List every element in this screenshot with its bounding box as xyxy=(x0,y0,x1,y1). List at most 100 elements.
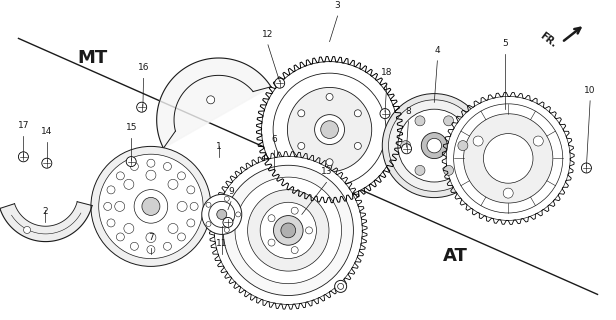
Polygon shape xyxy=(156,58,271,148)
Circle shape xyxy=(116,172,124,180)
Circle shape xyxy=(217,209,227,220)
Circle shape xyxy=(168,179,178,189)
Text: 7: 7 xyxy=(148,233,154,242)
Circle shape xyxy=(291,207,298,214)
Circle shape xyxy=(402,144,411,154)
Circle shape xyxy=(206,202,211,207)
Circle shape xyxy=(103,202,111,211)
Text: 17: 17 xyxy=(18,121,29,130)
Circle shape xyxy=(147,246,155,253)
Circle shape xyxy=(582,163,591,173)
Circle shape xyxy=(187,186,195,194)
Circle shape xyxy=(214,156,362,304)
Circle shape xyxy=(444,116,453,126)
Circle shape xyxy=(107,186,115,194)
Text: 5: 5 xyxy=(502,39,508,48)
Circle shape xyxy=(224,228,229,233)
Circle shape xyxy=(124,179,134,189)
Circle shape xyxy=(464,114,553,203)
Circle shape xyxy=(177,233,185,241)
Circle shape xyxy=(131,242,139,250)
Text: 3: 3 xyxy=(334,1,341,10)
Circle shape xyxy=(268,239,275,246)
Circle shape xyxy=(124,223,134,234)
Circle shape xyxy=(235,177,341,284)
Circle shape xyxy=(380,108,390,119)
Circle shape xyxy=(389,100,480,191)
Circle shape xyxy=(137,102,147,112)
Text: 2: 2 xyxy=(42,207,48,216)
Circle shape xyxy=(298,142,305,149)
Circle shape xyxy=(146,233,156,243)
Circle shape xyxy=(288,87,371,172)
Circle shape xyxy=(126,156,136,167)
Circle shape xyxy=(223,217,233,228)
Circle shape xyxy=(281,223,296,238)
Circle shape xyxy=(306,227,312,234)
Circle shape xyxy=(18,152,28,162)
Circle shape xyxy=(321,121,338,139)
Circle shape xyxy=(163,163,171,171)
Circle shape xyxy=(134,189,168,223)
Text: 12: 12 xyxy=(262,30,274,39)
Circle shape xyxy=(484,134,533,183)
Text: 11: 11 xyxy=(216,239,227,248)
Circle shape xyxy=(326,159,333,166)
Circle shape xyxy=(147,159,155,167)
Circle shape xyxy=(354,142,362,149)
Circle shape xyxy=(187,219,195,227)
Circle shape xyxy=(338,284,344,289)
Circle shape xyxy=(23,227,31,234)
Circle shape xyxy=(99,154,203,259)
Circle shape xyxy=(275,78,285,88)
Circle shape xyxy=(273,73,386,186)
Text: AT: AT xyxy=(444,247,468,265)
Circle shape xyxy=(163,242,171,250)
Circle shape xyxy=(131,163,139,171)
Circle shape xyxy=(444,165,453,175)
Circle shape xyxy=(398,109,471,182)
Text: 15: 15 xyxy=(126,123,137,132)
Text: 6: 6 xyxy=(271,135,277,144)
Circle shape xyxy=(224,196,229,201)
Circle shape xyxy=(223,165,354,296)
Circle shape xyxy=(533,136,543,146)
Circle shape xyxy=(236,212,241,217)
Circle shape xyxy=(42,158,52,168)
Circle shape xyxy=(248,190,329,271)
Circle shape xyxy=(190,202,198,211)
Circle shape xyxy=(116,233,124,241)
Polygon shape xyxy=(0,202,92,242)
Circle shape xyxy=(334,280,347,292)
Circle shape xyxy=(446,96,570,220)
Circle shape xyxy=(268,215,275,222)
Circle shape xyxy=(458,140,468,151)
Circle shape xyxy=(326,93,333,100)
Text: MT: MT xyxy=(77,49,108,67)
Circle shape xyxy=(415,116,425,126)
Circle shape xyxy=(453,104,563,213)
Circle shape xyxy=(177,172,185,180)
Text: 16: 16 xyxy=(138,63,149,72)
Circle shape xyxy=(274,216,303,245)
Circle shape xyxy=(354,110,362,117)
Circle shape xyxy=(421,132,447,159)
Circle shape xyxy=(400,140,411,151)
Circle shape xyxy=(107,219,115,227)
Circle shape xyxy=(383,93,486,197)
Circle shape xyxy=(206,221,211,227)
Circle shape xyxy=(207,96,215,104)
Circle shape xyxy=(473,136,483,146)
Circle shape xyxy=(262,61,397,198)
Circle shape xyxy=(298,110,305,117)
Circle shape xyxy=(115,201,124,212)
Circle shape xyxy=(291,247,298,254)
Circle shape xyxy=(142,197,160,215)
Circle shape xyxy=(168,223,178,234)
Circle shape xyxy=(202,194,241,234)
Text: 13: 13 xyxy=(321,167,332,176)
Circle shape xyxy=(427,138,442,153)
Text: 9: 9 xyxy=(228,187,234,196)
Text: 14: 14 xyxy=(41,127,52,136)
Text: 10: 10 xyxy=(585,86,596,95)
